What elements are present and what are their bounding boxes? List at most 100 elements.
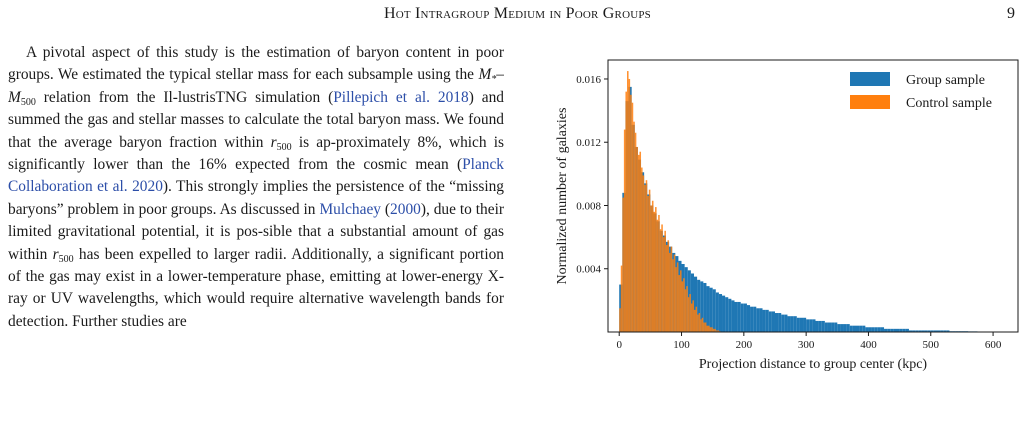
group-sample-bar xyxy=(899,328,903,332)
group-sample-bar xyxy=(921,330,925,332)
group-sample-bar xyxy=(936,330,941,332)
control-sample-bar xyxy=(672,259,674,332)
x-axis-ticks: 0 100 200 300 400 500 600 xyxy=(616,332,1002,351)
control-sample-bar xyxy=(686,286,688,332)
control-sample-bar xyxy=(692,300,694,332)
x-tick-label: 200 xyxy=(736,339,753,351)
legend-swatch-group xyxy=(850,72,890,86)
group-sample-bar xyxy=(887,328,891,332)
y-tick-label: 0.016 xyxy=(576,74,601,86)
page-number: 9 xyxy=(1007,5,1015,22)
text-run: has been expelled to larger radii. Addit… xyxy=(8,245,504,330)
m500-symbol: M xyxy=(8,88,21,106)
text-run: ( xyxy=(380,200,391,218)
control-sample-bar xyxy=(689,294,691,332)
group-sample-bar xyxy=(725,297,729,332)
control-sample-bar xyxy=(711,327,713,332)
group-sample-bar xyxy=(712,289,716,332)
control-sample-bar xyxy=(675,267,677,332)
text-run: ) and summed the gas and stellar masses … xyxy=(8,88,504,151)
control-sample-bar xyxy=(717,330,719,332)
running-head-title: Hot Intragroup Medium in Poor Groups xyxy=(384,5,651,22)
group-sample-bar xyxy=(912,330,916,332)
group-sample-bar xyxy=(890,328,894,332)
control-sample-bar xyxy=(653,211,656,332)
control-sample-bar xyxy=(647,196,649,332)
r500-symbol: r xyxy=(52,245,59,263)
group-sample-bar xyxy=(884,328,888,332)
group-sample-bar xyxy=(737,301,741,332)
group-sample-bar xyxy=(718,294,723,332)
control-sample-bar xyxy=(704,322,707,332)
group-sample-bar xyxy=(809,319,813,332)
control-sample-bar xyxy=(659,229,662,332)
group-sample-bar xyxy=(728,298,732,332)
control-sample-bar xyxy=(683,278,685,332)
control-sample-bar xyxy=(681,281,684,332)
control-sample-bar xyxy=(637,154,640,332)
group-sample-bar xyxy=(697,279,701,332)
group-sample-bar xyxy=(743,303,747,332)
control-sample-bar xyxy=(631,102,634,332)
control-sample-bar xyxy=(695,306,698,332)
x-tick-label: 300 xyxy=(798,339,815,351)
group-sample-bar xyxy=(927,330,931,332)
histogram-figure: 0 100 200 300 400 500 600 0.004 0.008 0.012 0.016… xyxy=(548,52,1028,402)
citation-link-mulchaey-year[interactable]: 2000 xyxy=(390,200,421,218)
control-sample-bar xyxy=(642,175,645,332)
text-run: is ap-proximately 8%, which is significa… xyxy=(8,133,504,174)
group-sample-bar xyxy=(908,330,913,332)
control-sample-bar xyxy=(633,121,635,333)
control-sample-bar xyxy=(714,328,716,332)
control-sample-bar xyxy=(622,197,624,332)
control-sample-bar xyxy=(655,207,657,332)
control-sample-bar xyxy=(676,262,679,332)
legend-label-group: Group sample xyxy=(906,73,985,88)
group-sample-bar xyxy=(821,320,825,332)
control-sample-bar xyxy=(630,94,632,332)
group-sample-bar xyxy=(746,305,751,332)
group-sample-bar xyxy=(849,325,853,332)
group-sample-bar xyxy=(734,301,738,332)
group-sample-bar xyxy=(812,319,816,332)
y-tick-label: 0.004 xyxy=(576,264,601,276)
group-sample-bar xyxy=(933,330,937,332)
group-sample-bar xyxy=(784,314,788,332)
citation-link-pillepich[interactable]: Pillepich et al. 2018 xyxy=(333,88,469,106)
r500-symbol: r xyxy=(270,133,277,151)
group-sample-bar xyxy=(946,330,950,332)
group-sample-bar xyxy=(787,316,791,332)
group-sample-bar xyxy=(690,273,694,332)
group-sample-bar xyxy=(665,241,670,332)
group-sample-bar xyxy=(859,325,863,332)
control-sample-bar xyxy=(665,245,668,332)
control-sample-bar xyxy=(678,275,680,332)
group-sample-bar xyxy=(868,327,872,332)
control-sample-bar xyxy=(658,214,660,332)
group-sample-bar xyxy=(774,313,779,332)
group-sample-bar xyxy=(824,322,828,332)
group-sample-bar xyxy=(715,292,719,332)
group-sample-bar xyxy=(915,330,919,332)
citation-link-mulchaey[interactable]: Mulchaey xyxy=(319,200,381,218)
stellar-mass-symbol: M* xyxy=(478,66,497,86)
control-sample-bar xyxy=(650,205,652,332)
group-sample-bar xyxy=(700,281,704,332)
control-sample-bar xyxy=(619,308,621,332)
control-sample-bar xyxy=(684,289,687,332)
text-run: ), due to their limited gravitational po… xyxy=(8,200,504,263)
control-sample-bar xyxy=(661,224,663,332)
group-sample-bar xyxy=(722,295,726,332)
control-sample-bar xyxy=(651,200,654,332)
citation-link-planck[interactable]: Planck Collaboration et al. 2020 xyxy=(8,156,504,196)
text-run: relation from the Il-lustrisTNG simulati… xyxy=(35,88,334,106)
group-sample-bar xyxy=(902,328,906,332)
control-sample-bar xyxy=(669,252,671,332)
group-sample-bar xyxy=(703,282,707,332)
text-run: A pivotal aspect of this study is the es… xyxy=(8,44,504,84)
group-sample-bar xyxy=(896,328,900,332)
group-sample-bar xyxy=(803,317,807,332)
group-sample-bar xyxy=(778,313,782,332)
text-run: – xyxy=(496,66,504,84)
legend-swatch-control xyxy=(850,95,890,109)
